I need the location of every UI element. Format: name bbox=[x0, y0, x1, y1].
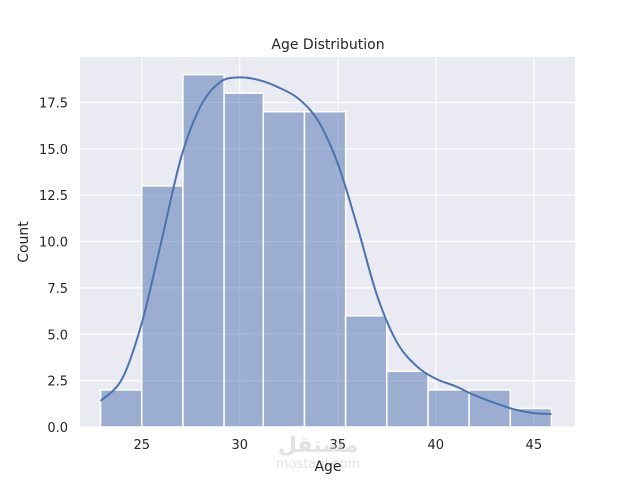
histogram-bar bbox=[468, 389, 512, 428]
x-tick-label: 30 bbox=[231, 438, 248, 453]
histogram-bar bbox=[182, 73, 225, 428]
y-tick-label: 0.0 bbox=[47, 421, 68, 436]
y-tick-label: 7.5 bbox=[47, 282, 68, 297]
y-tick-label: 10.0 bbox=[39, 236, 68, 251]
y-tick-label: 12.5 bbox=[39, 189, 68, 204]
histogram-bar bbox=[386, 370, 429, 428]
y-axis-ticks: 0.0 2.5 5.0 7.5 10.0 12.5 15.0 17.5 bbox=[39, 96, 68, 436]
histogram-bar bbox=[509, 407, 553, 428]
kde-curve bbox=[99, 76, 552, 416]
y-axis-label: Count bbox=[16, 221, 32, 263]
histogram-bar bbox=[344, 314, 388, 428]
y-tick-label: 17.5 bbox=[39, 96, 68, 111]
x-tick-label: 45 bbox=[526, 438, 543, 453]
y-tick-label: 5.0 bbox=[47, 328, 68, 343]
x-axis-label: Age bbox=[314, 459, 341, 475]
y-tick-label: 2.5 bbox=[47, 375, 68, 390]
watermark-latin: mostaql.com bbox=[276, 457, 360, 472]
y-tick-label: 15.0 bbox=[39, 143, 68, 158]
histogram-bar bbox=[303, 110, 347, 428]
x-tick-label: 35 bbox=[330, 438, 347, 453]
histogram-bar bbox=[427, 389, 470, 428]
x-tick-label: 25 bbox=[133, 438, 150, 453]
histogram-bar bbox=[223, 92, 265, 428]
x-tick-label: 40 bbox=[428, 438, 445, 453]
chart-title: Age Distribution bbox=[271, 37, 384, 53]
histogram-bar bbox=[262, 110, 306, 428]
x-axis-ticks: 25 30 35 40 45 bbox=[133, 438, 542, 453]
watermark-arabic: مستقل bbox=[278, 433, 358, 458]
histogram-bar bbox=[141, 185, 184, 428]
